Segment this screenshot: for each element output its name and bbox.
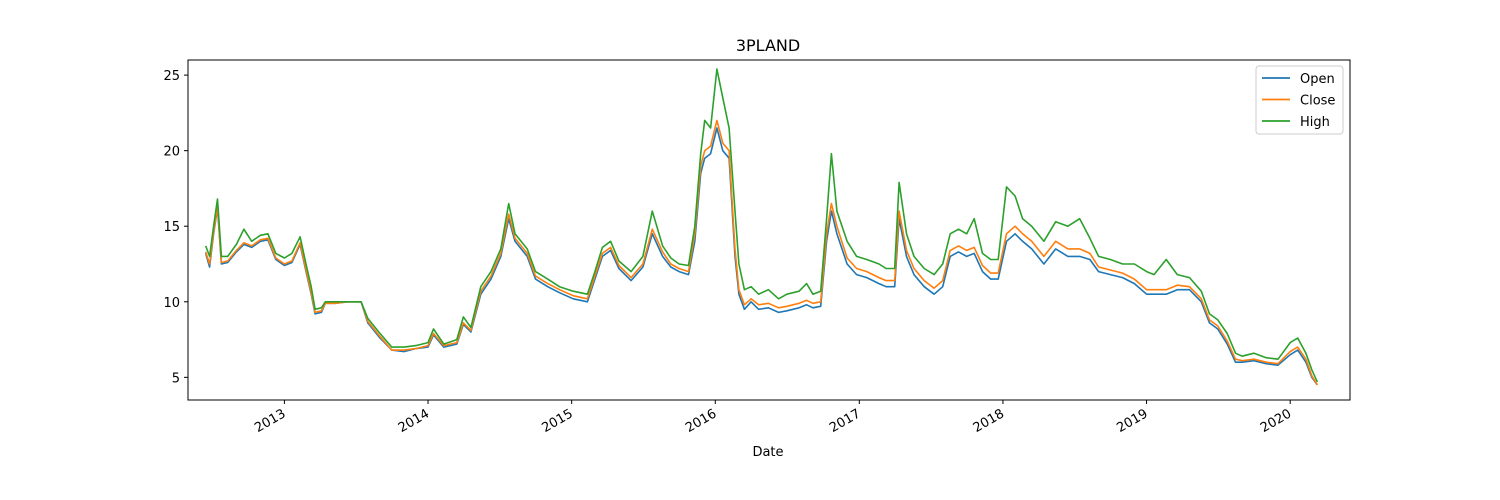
y-axis: 5 10 15 20 25 [163, 69, 188, 386]
y-tick-label: 25 [163, 69, 180, 84]
series-line-high [204, 68, 1319, 383]
chart-title: 3PLAND [736, 36, 800, 55]
legend-label-open: Open [1300, 72, 1335, 87]
legend-label-high: High [1300, 115, 1330, 130]
legend: Open Close High [1255, 65, 1344, 135]
x-axis-label: Date [752, 445, 783, 460]
y-tick-label: 5 [172, 371, 180, 386]
legend-label-close: Close [1300, 94, 1335, 109]
legend-box [1255, 65, 1344, 135]
y-tick-label: 20 [163, 145, 180, 160]
y-tick-label: 10 [163, 296, 180, 311]
axes-frame [187, 59, 1351, 401]
plot-area [204, 68, 1319, 386]
y-tick-label: 15 [163, 220, 180, 235]
